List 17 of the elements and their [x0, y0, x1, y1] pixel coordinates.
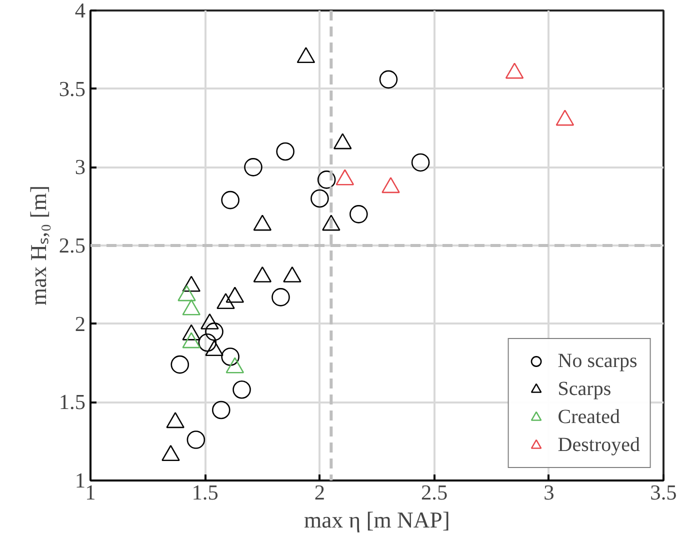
x-axis-title: max η [m NAP]: [304, 508, 450, 532]
x-tick-label: 3.5: [650, 480, 677, 504]
legend-label: Destroyed: [558, 434, 640, 456]
x-tick-label: 2: [314, 480, 326, 504]
legend-label: Created: [558, 406, 620, 428]
y-tick-label: 3.5: [58, 76, 86, 101]
y-tick-label: 1.5: [58, 390, 86, 414]
x-tick-label: 3: [544, 480, 554, 504]
y-axis-title: max Hₛ,₀ [m]: [26, 186, 51, 306]
y-tick-label: 2: [74, 312, 86, 336]
y-tick-label: 4: [74, 0, 86, 22]
y-tick-label: 3: [74, 155, 86, 180]
x-tick-label: 1.5: [192, 480, 218, 504]
legend-label: Scarps: [558, 378, 612, 400]
y-tick-label: 2.5: [58, 234, 86, 258]
x-tick-label: 2.5: [420, 480, 448, 504]
legend-label: No scarps: [558, 350, 638, 372]
